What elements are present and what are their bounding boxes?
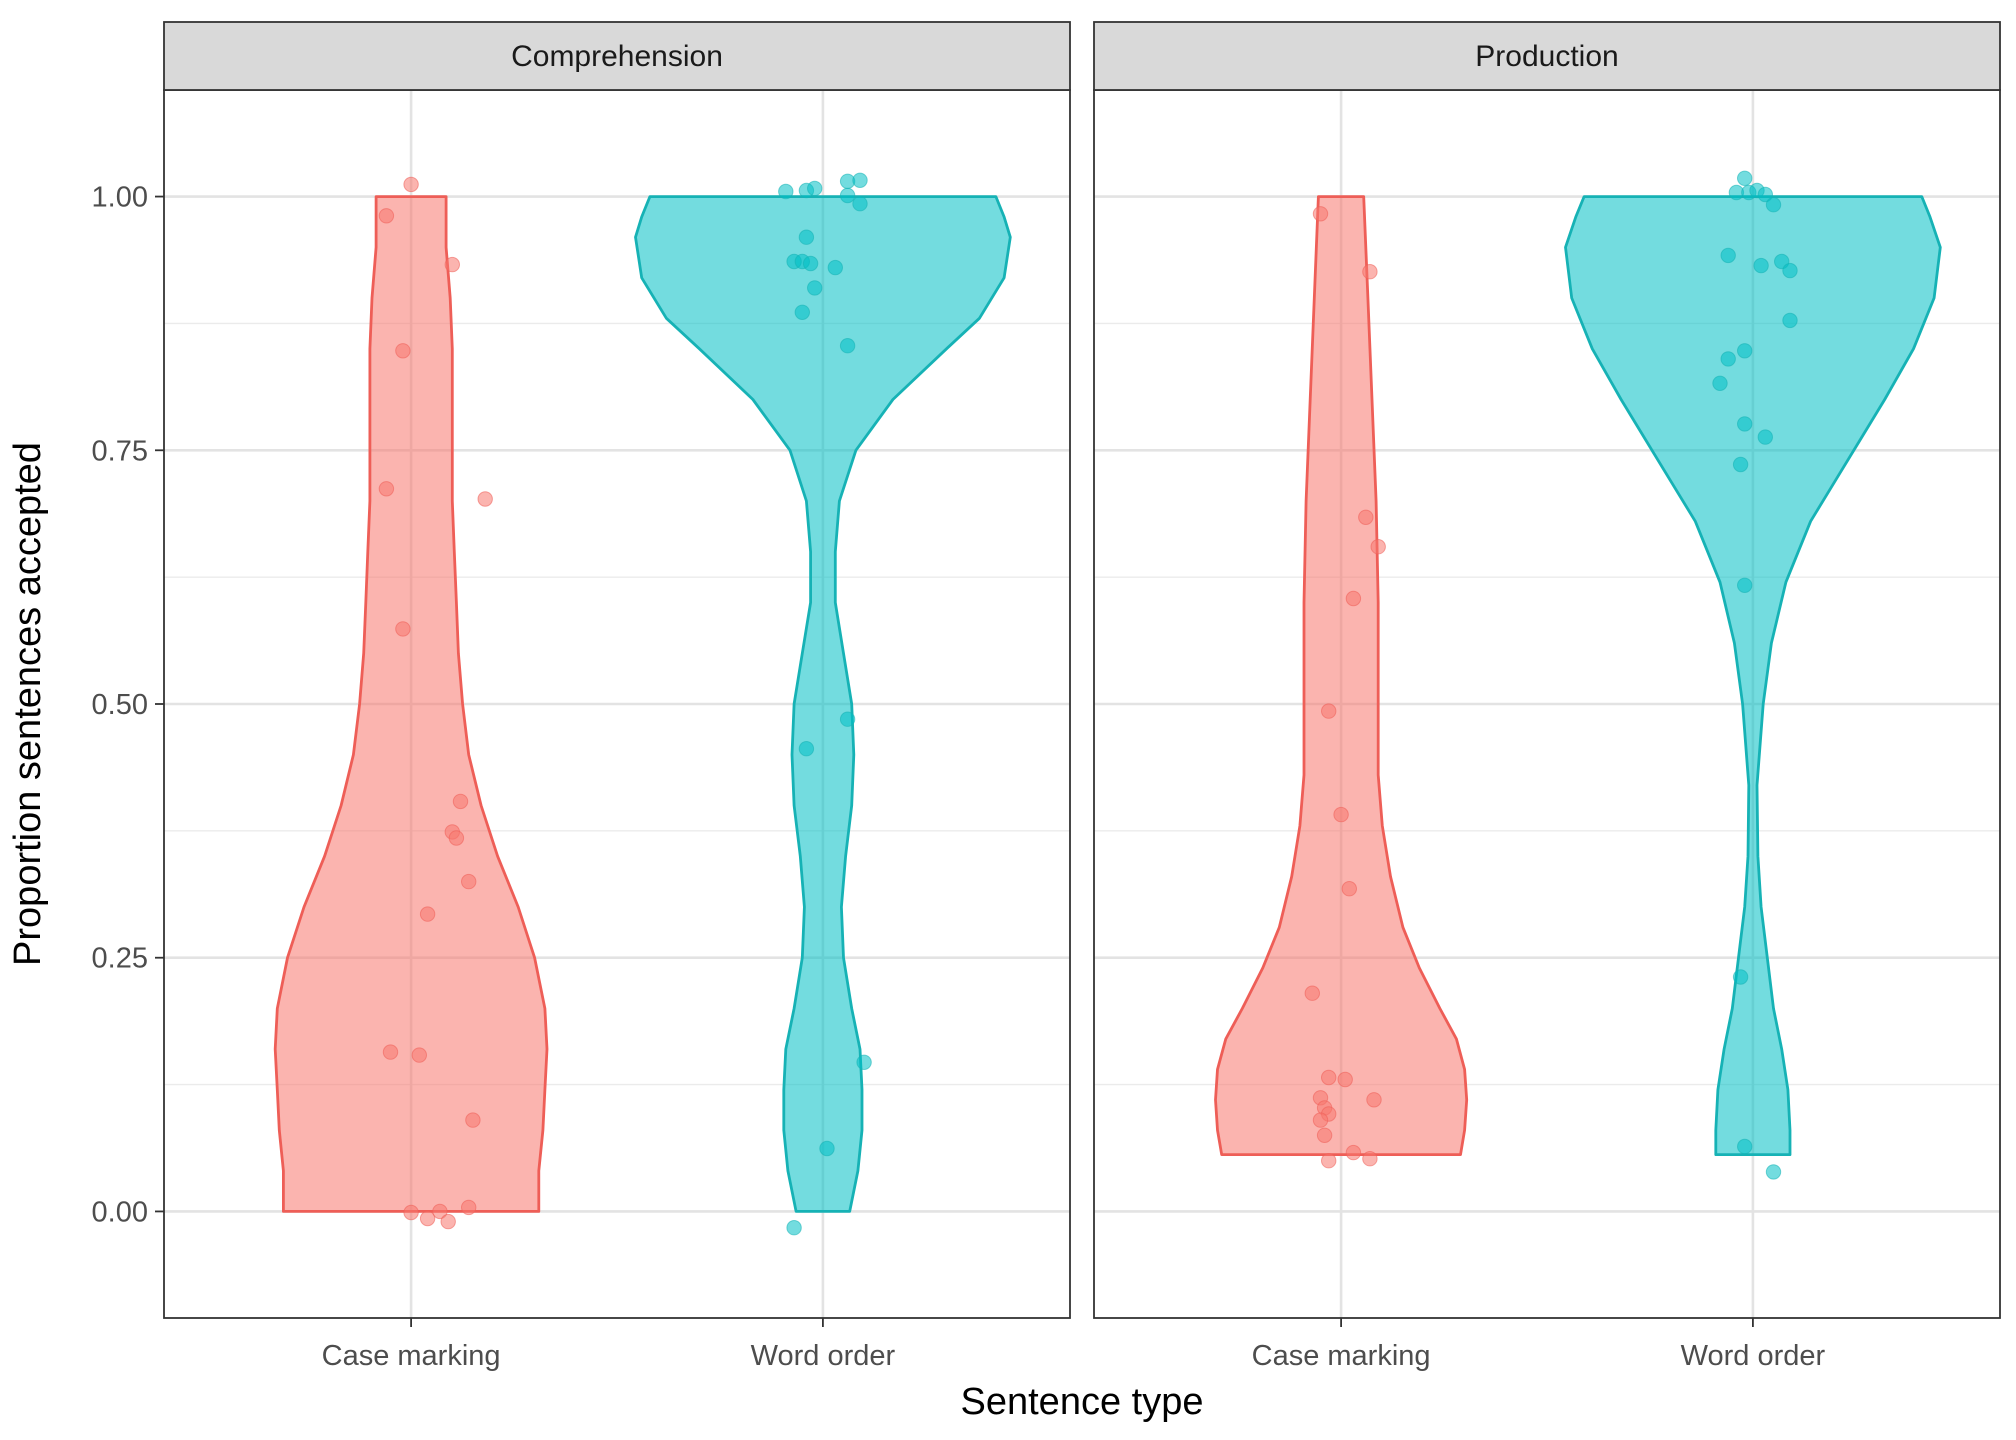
data-point [440,1213,456,1230]
strip-background [163,21,1071,91]
data-point [403,176,419,193]
data-point [778,183,794,200]
data-point [1737,416,1753,432]
y-axis-title: Proportion sentences accepted [7,442,49,966]
y-tick-label: 0.75 [92,435,148,467]
data-point [807,180,823,197]
data-point [807,280,823,296]
x-tick-label: Word order [1681,1340,1826,1372]
data-point [444,256,460,273]
data-point [1321,703,1337,719]
data-point [395,621,411,637]
data-point [419,1210,436,1227]
data-point [1757,186,1774,203]
violin-case-marking [273,195,549,1213]
data-point [839,338,856,354]
panel-production: Production Case marking Word order [1093,21,2001,1372]
data-point [1366,1092,1382,1108]
y-axis: 0.00 0.25 0.50 0.75 1.00 [92,182,164,1228]
data-point [477,491,493,507]
data-point [378,208,395,224]
data-point [798,741,815,757]
data-point [1345,590,1362,607]
data-point [1337,1071,1353,1088]
data-point [827,259,843,276]
data-point [1370,539,1386,555]
strip-label: Comprehension [511,40,723,73]
y-tick-label: 1.00 [92,182,148,214]
data-point [382,1044,399,1060]
data-point [395,343,411,359]
x-axis-title: Sentence type [961,1381,1204,1423]
data-point [419,906,436,922]
data-point [1712,375,1728,391]
y-tick-label: 0.50 [92,689,148,721]
data-point [1737,343,1753,359]
violin-case-marking [1214,195,1469,1156]
data-point [1732,456,1749,473]
data-point [1345,1144,1362,1161]
data-point [1720,247,1736,264]
data-point [1312,206,1329,222]
violin-word-order [634,195,1012,1213]
data-point [1321,1069,1337,1086]
data-point [1362,1151,1378,1167]
y-tick-label: 0.00 [92,1196,148,1228]
data-point [461,1199,477,1216]
data-point [1737,577,1753,593]
x-tick-label: Word order [751,1340,896,1372]
data-point [448,830,465,846]
data-point [1732,969,1749,985]
data-point [1765,197,1782,213]
data-point [1782,262,1798,279]
x-tick-label: Case marking [322,1340,501,1372]
data-point [856,1054,872,1071]
data-point [411,1047,427,1063]
data-point [839,711,856,727]
panel-comprehension: Comprehension Case marking Word order [163,21,1071,1372]
strip-label: Production [1475,40,1618,73]
data-point [1304,985,1321,1001]
data-point [1321,1153,1337,1169]
data-point [1333,806,1349,823]
data-point [378,481,395,497]
data-point [1341,881,1358,897]
x-tick-label: Case marking [1252,1340,1431,1372]
data-point [1737,170,1753,187]
data-point [1312,1112,1329,1128]
data-point [819,1140,835,1157]
data-point [839,187,856,204]
data-point [852,172,868,189]
data-point [802,255,819,272]
data-point [1362,264,1378,280]
data-point [786,1220,802,1236]
strip-background [1093,21,2001,91]
data-point [1782,312,1798,329]
data-point [1316,1127,1333,1144]
data-point [852,196,868,212]
data-point [1358,509,1374,525]
data-point [1753,257,1769,274]
data-point [1757,429,1774,445]
data-point [403,1204,419,1221]
data-point [465,1112,481,1128]
data-point [798,229,815,245]
data-point [1737,1138,1753,1155]
data-point [452,793,469,810]
data-point [794,304,810,320]
data-point [1765,1164,1782,1180]
data-point [1720,351,1736,367]
violin-word-order [1564,195,1942,1156]
data-point [461,873,477,890]
y-tick-label: 0.25 [92,943,148,975]
data-point [432,1203,448,1220]
